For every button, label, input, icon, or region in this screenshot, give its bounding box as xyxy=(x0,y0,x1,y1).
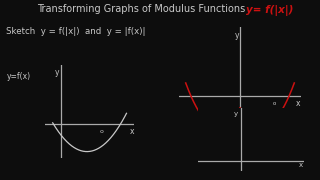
Text: y: y xyxy=(235,31,240,40)
Text: Sketch  y = f(|x|)  and  y = |f(x)|: Sketch y = f(|x|) and y = |f(x)| xyxy=(6,27,146,36)
Text: y: y xyxy=(233,111,237,117)
Text: o: o xyxy=(273,101,276,106)
Text: y= f(|x|): y= f(|x|) xyxy=(246,4,294,15)
Text: Transforming Graphs of Modulus Functions: Transforming Graphs of Modulus Functions xyxy=(37,4,245,15)
Text: o: o xyxy=(100,129,103,134)
Text: y=f(x): y=f(x) xyxy=(6,72,30,81)
Text: x: x xyxy=(295,99,300,108)
Text: x: x xyxy=(299,162,303,168)
Text: x: x xyxy=(130,127,134,136)
Text: y: y xyxy=(55,68,60,77)
